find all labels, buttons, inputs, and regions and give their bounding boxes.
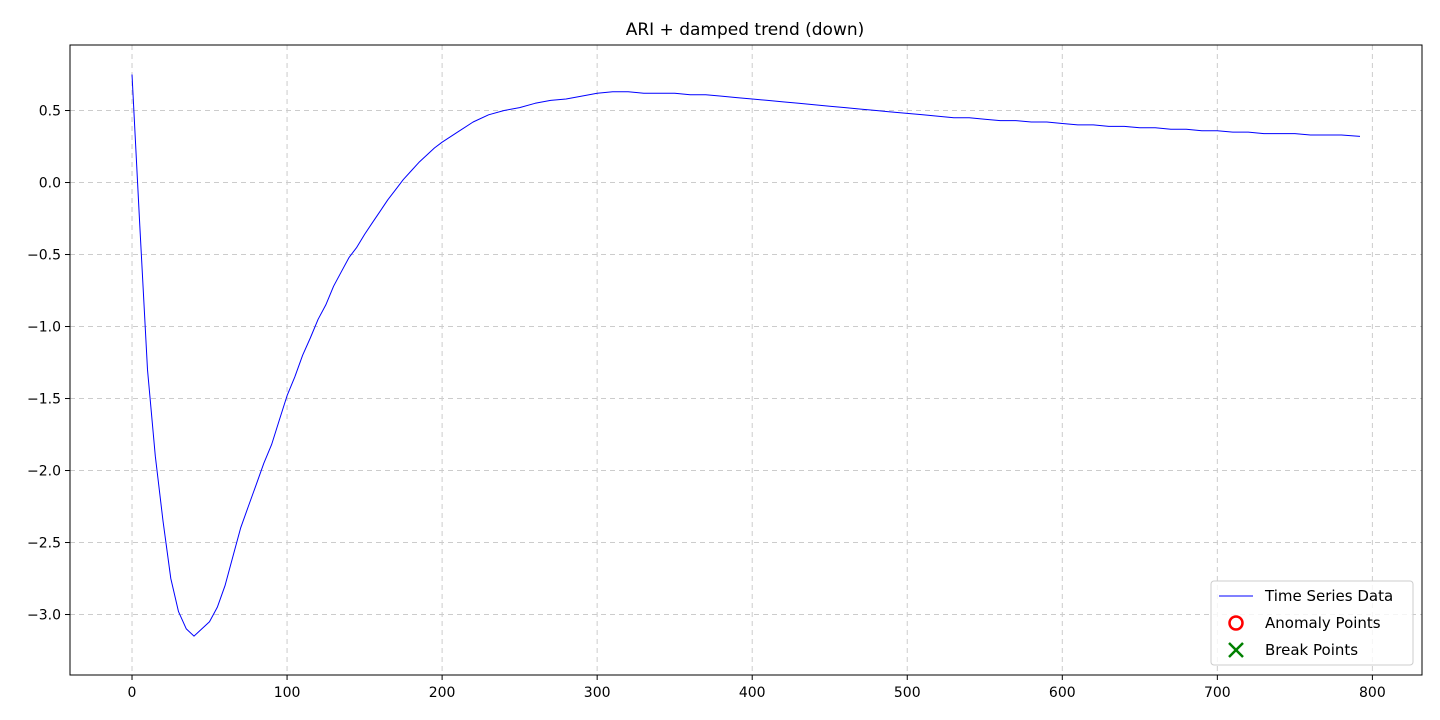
y-tick-label: 0.0 xyxy=(39,176,61,192)
x-tick-label: 500 xyxy=(894,685,921,701)
y-tick-label: −0.5 xyxy=(27,248,61,264)
legend-break-x-icon xyxy=(1228,642,1244,658)
x-tick-label: 100 xyxy=(274,685,301,701)
x-tick-label: 700 xyxy=(1204,685,1231,701)
y-tick-label: −3.0 xyxy=(27,608,61,624)
x-tick-label: 0 xyxy=(128,685,137,701)
y-tick-label: −1.0 xyxy=(27,320,61,336)
legend-label-anomaly: Anomaly Points xyxy=(1265,614,1381,632)
legend-anomaly-circle-icon xyxy=(1228,615,1244,631)
chart-title: ARI + damped trend (down) xyxy=(626,20,865,40)
x-tick-label: 300 xyxy=(584,685,611,701)
y-axis: −3.0 −2.5 −2.0 −1.5 −1.0 −0.5 0.0 0.5 xyxy=(27,104,70,624)
x-tick-label: 400 xyxy=(739,685,766,701)
x-tick-label: 800 xyxy=(1359,685,1386,701)
series-line-time-series-data xyxy=(131,74,1361,637)
y-tick-label: −2.0 xyxy=(27,464,61,480)
x-tick-label: 600 xyxy=(1049,685,1076,701)
x-axis: 0 100 200 300 400 500 600 700 800 xyxy=(128,675,1386,701)
plot-area xyxy=(131,74,1361,637)
y-tick-label: −1.5 xyxy=(27,392,61,408)
y-tick-label: −2.5 xyxy=(27,536,61,552)
axes-frame xyxy=(69,44,1423,676)
grid xyxy=(70,45,1422,675)
legend-label-break: Break Points xyxy=(1265,641,1358,659)
y-tick-label: 0.5 xyxy=(39,104,61,120)
legend-label-series: Time Series Data xyxy=(1264,587,1393,605)
legend: Time Series Data Anomaly Points Break Po… xyxy=(1210,580,1414,666)
legend-frame xyxy=(1210,580,1414,666)
x-tick-label: 200 xyxy=(429,685,456,701)
